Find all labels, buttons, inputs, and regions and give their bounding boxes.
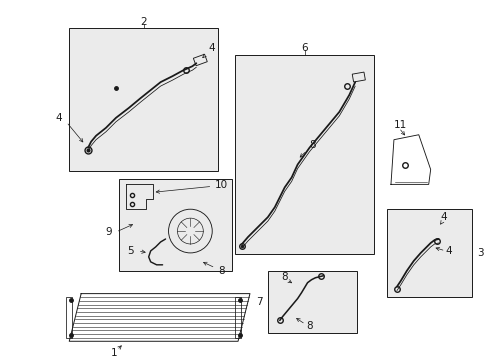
Bar <box>386 209 471 297</box>
Bar <box>69 28 218 171</box>
Text: 9: 9 <box>105 227 112 237</box>
Bar <box>235 55 373 254</box>
Bar <box>193 54 207 66</box>
Text: 4: 4 <box>203 43 214 58</box>
Text: 4: 4 <box>445 246 451 256</box>
Text: 4: 4 <box>55 113 61 123</box>
Text: 2: 2 <box>140 17 147 27</box>
Bar <box>351 72 365 82</box>
Bar <box>119 179 232 271</box>
Text: 3: 3 <box>476 248 483 258</box>
Text: 8: 8 <box>281 272 287 282</box>
Text: 11: 11 <box>393 120 407 130</box>
Bar <box>66 297 72 338</box>
Text: 1: 1 <box>110 348 117 358</box>
Text: 10: 10 <box>156 180 228 193</box>
Text: 6: 6 <box>301 43 307 53</box>
Text: 5: 5 <box>127 246 134 256</box>
Bar <box>267 271 356 333</box>
Text: 4: 4 <box>439 212 446 222</box>
Text: 7: 7 <box>256 297 263 307</box>
Text: 8: 8 <box>203 262 224 276</box>
Text: 8: 8 <box>305 321 312 332</box>
Bar <box>235 297 241 338</box>
Text: 8: 8 <box>300 140 316 157</box>
